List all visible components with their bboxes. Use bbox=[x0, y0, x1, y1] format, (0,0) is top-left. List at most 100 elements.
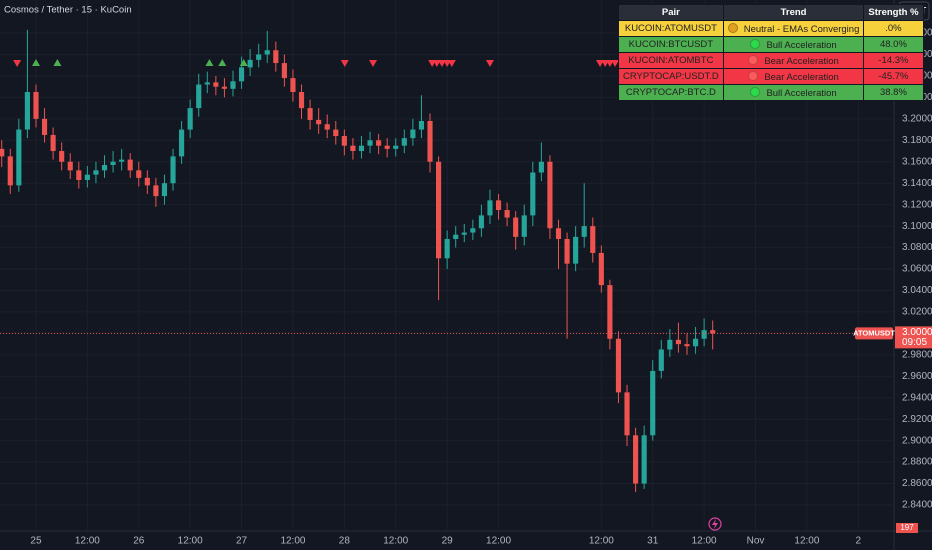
candle-body bbox=[470, 228, 476, 233]
candle-body bbox=[384, 145, 390, 149]
table-header-cell: Trend bbox=[722, 4, 865, 21]
candle-body bbox=[590, 226, 596, 253]
candle-body bbox=[67, 161, 73, 171]
countdown: 09:05 bbox=[902, 337, 927, 348]
bear-signal bbox=[605, 60, 614, 67]
bear-signal bbox=[611, 60, 620, 67]
candle-body bbox=[401, 138, 407, 146]
y-tick-label: 2.8400 bbox=[902, 500, 932, 511]
candle-body bbox=[658, 349, 664, 371]
table-row: KUCOIN:ATOMBTC Bear Acceleration -14.3% bbox=[618, 52, 924, 69]
y-tick-label: 2.9400 bbox=[902, 392, 932, 403]
candle-body bbox=[170, 156, 176, 184]
table-cell-text: 48.0% bbox=[879, 39, 907, 50]
candle-body bbox=[333, 129, 339, 137]
table-header-cell: Strength % bbox=[863, 4, 924, 21]
table-row: CRYPTOCAP:BTC.D Bull Acceleration 38.8% bbox=[618, 84, 924, 101]
candle-body bbox=[555, 228, 562, 239]
volume-label: 197 bbox=[900, 523, 914, 532]
table-header-cell: Pair bbox=[618, 4, 724, 21]
trend-icon bbox=[750, 38, 761, 49]
candle-body bbox=[290, 78, 296, 93]
table-cell: CRYPTOCAP:USDT.D bbox=[618, 68, 724, 85]
candle-body bbox=[153, 185, 159, 197]
symbol-tag-bg bbox=[855, 327, 893, 340]
candle-body bbox=[213, 82, 219, 87]
candle-body bbox=[230, 81, 236, 89]
bear-signal bbox=[432, 60, 441, 67]
candle-body bbox=[418, 120, 425, 130]
x-tick-label: 12:00 bbox=[383, 536, 408, 547]
candle-body bbox=[24, 92, 30, 130]
candle-body bbox=[367, 140, 373, 146]
candle-body bbox=[136, 170, 142, 178]
y-tick-label: 2.9800 bbox=[902, 349, 932, 360]
table-cell-text: Bear Acceleration bbox=[764, 55, 839, 67]
candle-body bbox=[633, 435, 639, 484]
candle-body bbox=[598, 252, 604, 286]
alert-icon[interactable] bbox=[708, 517, 722, 531]
candle-body bbox=[692, 338, 699, 347]
candle-body bbox=[701, 330, 707, 339]
symbol-tag: ATOMUSDT bbox=[853, 328, 895, 337]
candle-body bbox=[513, 217, 519, 237]
y-tick-label: 2.8600 bbox=[902, 478, 932, 489]
x-tick-label: 12:00 bbox=[692, 536, 717, 547]
candle-body bbox=[7, 156, 13, 186]
table-cell-text: CRYPTOCAP:BTC.D bbox=[625, 87, 716, 98]
candle-body bbox=[495, 200, 502, 211]
candle-body bbox=[504, 210, 510, 218]
table-cell: KUCOIN:ATOMBTC bbox=[618, 52, 724, 69]
alert-icon-bolt bbox=[712, 519, 718, 529]
bear-signal bbox=[369, 60, 378, 67]
table-row: KUCOIN:ATOMUSDT Neutral - EMAs Converging… bbox=[618, 20, 924, 37]
trend-icon bbox=[727, 22, 738, 33]
y-tick-label: 3.1000 bbox=[902, 221, 932, 232]
trend-icon bbox=[748, 54, 759, 65]
bull-signal bbox=[205, 59, 214, 66]
table-cell-text: KUCOIN:ATOMBTC bbox=[628, 55, 714, 66]
candle-body bbox=[461, 232, 467, 235]
bull-signal bbox=[53, 59, 62, 66]
table-cell: Bull Acceleration bbox=[722, 36, 865, 53]
candle-body bbox=[204, 82, 210, 85]
candle-body bbox=[281, 63, 287, 79]
candle-body bbox=[650, 370, 656, 436]
candle-body bbox=[0, 148, 5, 157]
y-tick-label: 3.2000 bbox=[902, 113, 932, 124]
candle-body bbox=[16, 129, 22, 186]
x-tick-label: 12:00 bbox=[486, 536, 511, 547]
x-tick-label: 28 bbox=[339, 536, 351, 547]
volume-label-bg bbox=[896, 523, 918, 533]
y-tick-label: 3.0400 bbox=[902, 285, 932, 296]
candle-body bbox=[187, 108, 193, 130]
y-tick-label: 3.1800 bbox=[902, 135, 932, 146]
table-cell: 48.0% bbox=[863, 36, 924, 53]
y-tick-label: 3.0200 bbox=[902, 307, 932, 318]
table-cell-text: -45.7% bbox=[878, 71, 909, 82]
table-cell: 38.8% bbox=[863, 84, 924, 101]
table-cell: Neutral - EMAs Converging bbox=[722, 20, 865, 37]
candle-body bbox=[307, 108, 313, 120]
candle-body bbox=[298, 92, 305, 109]
candle-body bbox=[573, 236, 579, 264]
trend-icon bbox=[748, 70, 759, 81]
bear-signal bbox=[438, 60, 447, 67]
x-tick-label: Nov bbox=[747, 536, 765, 547]
table-cell: .0% bbox=[863, 20, 924, 37]
x-tick-label: 12:00 bbox=[280, 536, 305, 547]
candle-body bbox=[110, 161, 116, 165]
candle-body bbox=[393, 145, 399, 149]
candle-body bbox=[410, 129, 416, 139]
x-tick-label: 12:00 bbox=[178, 536, 203, 547]
table-cell-text: 38.8% bbox=[879, 87, 907, 98]
table-cell-text: Bull Acceleration bbox=[766, 39, 837, 51]
y-tick-label: 3.0600 bbox=[902, 264, 932, 275]
table-cell-text: Neutral - EMAs Converging bbox=[743, 23, 860, 35]
candle-body bbox=[427, 120, 433, 162]
candle-body bbox=[93, 170, 99, 175]
table-cell: KUCOIN:ATOMUSDT bbox=[618, 20, 724, 37]
table-header-row: Pair Trend Strength % bbox=[618, 4, 924, 21]
candle-body bbox=[530, 172, 536, 216]
